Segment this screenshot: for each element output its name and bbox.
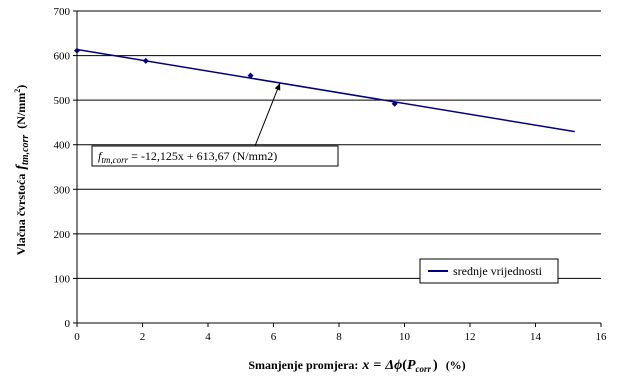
y-axis-title-subscript: tm,corr [20,135,31,165]
annotation-symbol: f [98,149,103,163]
x-tick-label: 6 [271,331,277,343]
annotation-arrow [254,82,281,147]
annotation-subscript: tm,corr [101,155,128,165]
x-axis-title-eq: = [373,358,381,373]
x-axis-ticks: 0 2 4 6 8 10 12 14 16 [74,323,607,343]
y-tick-label: 500 [54,95,71,107]
y-tick-label: 300 [54,184,71,196]
y-axis-ticks: 0 100 200 300 400 500 600 700 [54,6,77,330]
annotation-box [91,145,339,167]
x-axis-title-delta-phi: Δϕ [384,358,402,373]
data-point [391,100,398,107]
y-axis-title-unit: (N/mm [14,93,28,129]
data-point [74,47,80,54]
y-axis-title-prefix: Vlačna čvrstoća [14,174,28,256]
x-tick-label: 0 [74,331,80,343]
x-axis-title-subscript: corr [416,364,432,374]
y-axis-title: Vlačna čvrstoća ftm,corr (N/mm2) [13,85,31,256]
x-tick-label: 12 [465,331,476,343]
x-axis-title-x: x [361,358,369,373]
series [74,47,575,133]
legend: srednje vrijednosti [419,258,559,284]
x-axis-title: Smanjenje promjera: x = Δϕ(Pcorr) (%) [248,358,465,374]
x-axis-title-prefix: Smanjenje promjera: [248,358,358,372]
y-tick-label: 600 [54,51,71,63]
legend-box [419,258,559,284]
data-point [142,57,149,64]
annotation-text: ftm,corr = -12,125x + 613,67 (N/mm2) [98,149,277,165]
x-axis-title-open: ( [402,358,407,373]
x-tick-label: 14 [530,331,542,343]
x-axis-title-close: ) [433,358,438,373]
x-tick-label: 16 [596,331,608,343]
gridlines [77,10,601,279]
legend-label: srednje vrijednosti [453,264,543,278]
y-tick-label: 100 [54,273,71,285]
x-tick-label: 10 [399,331,411,343]
x-tick-label: 4 [205,331,211,343]
y-axis-title-unit-end: ) [14,85,28,89]
annotation-arrowhead [274,82,281,91]
x-axis-title-P: P [407,358,416,373]
y-tick-label: 400 [54,140,71,152]
equation-annotation: ftm,corr = -12,125x + 613,67 (N/mm2) [91,82,339,167]
x-axis-title-unit: (%) [446,358,466,372]
y-axis-title-unit-sup: 2 [13,89,22,93]
trendline [76,48,575,133]
y-axis-title-symbol: f [14,164,29,170]
x-tick-label: 8 [336,331,342,343]
y-tick-label: 700 [54,6,71,18]
annotation-equation: = -12,125x + 613,67 (N/mm2) [128,149,277,163]
data-point [247,72,254,79]
y-tick-label: 0 [65,318,71,330]
y-tick-label: 200 [54,229,71,241]
x-tick-label: 2 [140,331,146,343]
